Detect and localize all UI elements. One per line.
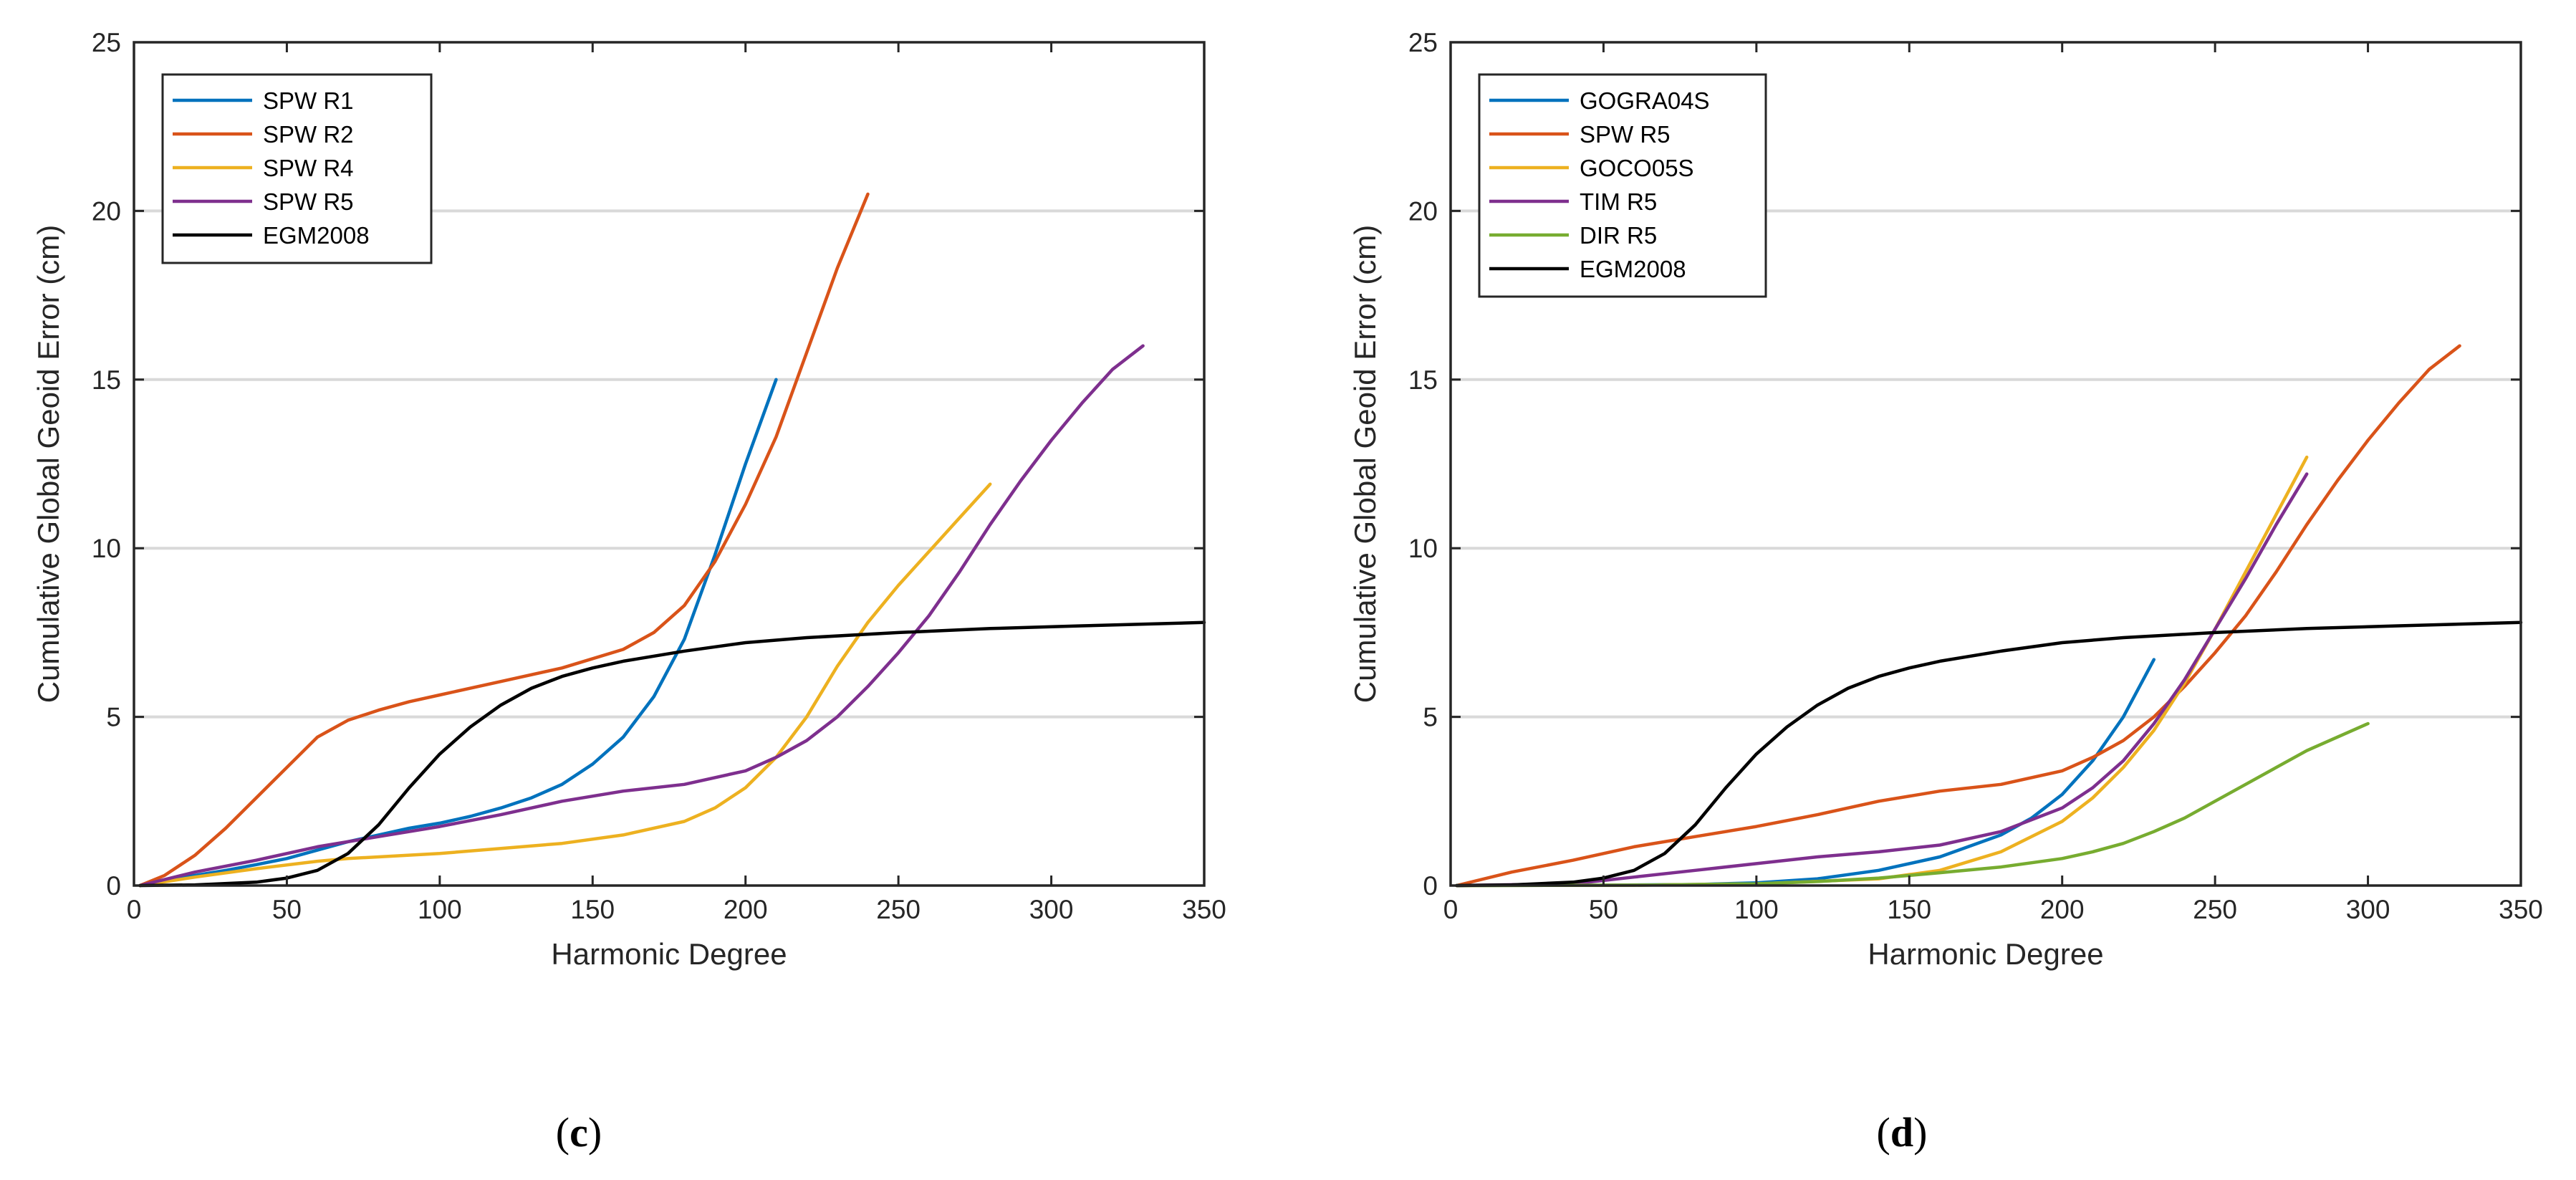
y-tick-label: 25 [92,28,121,57]
x-axis-label: Harmonic Degree [1868,937,2103,971]
y-axis-label: Cumulative Global Geoid Error (cm) [1348,225,1382,704]
legend-entry: TIM R5 [1580,188,1657,215]
legend-entry: GOCO05S [1580,155,1694,181]
legend-entry: SPW R5 [1580,121,1671,148]
legend-entry: SPW R1 [263,87,354,114]
series-line-spw-r2 [138,192,870,888]
y-tick-label: 20 [1408,196,1438,226]
x-tick-label: 100 [418,895,462,924]
x-tick-label: 200 [2040,895,2085,924]
panel-label-letter: c [569,1109,588,1156]
legend: SPW R1 SPW R2 SPW R4 SPW R5 EGM2008 [161,73,433,264]
x-tick-label: 350 [1182,895,1226,924]
series-line-tim-r5 [1455,472,2309,888]
y-tick-label: 0 [106,871,121,901]
series-line-spw-r1 [138,378,778,888]
legend-entry: EGM2008 [1580,256,1686,282]
series-line-egm2008 [138,620,1206,888]
x-tick-label: 50 [272,895,302,924]
y-tick-label: 5 [106,703,121,732]
series-line-spw-r5 [138,344,1145,888]
axes-box [1449,41,2522,887]
chart-c: 0 50 100 150 200 250 300 350 0 5 10 15 20 25 Harmonic … [32,28,1226,1156]
x-tick-label: 350 [2499,895,2543,924]
x-tick-label: 300 [2346,895,2390,924]
y-tick-label: 15 [92,365,121,395]
panel-label: (d) [1877,1109,1928,1156]
axes-box [133,41,1206,887]
chart-d: 0 50 100 150 200 250 300 350 0 5 10 15 20 25 Harmonic … [1348,28,2543,1156]
panel-label-close: ) [588,1109,602,1156]
y-tick-label: 20 [92,196,121,226]
legend-box [1478,73,1767,298]
y-tick-label: 10 [1408,534,1438,563]
y-tick-label: 5 [1423,703,1438,732]
series-line-egm2008 [1455,620,2523,888]
legend-entry: SPW R4 [263,155,354,181]
panel-label-close: ) [1913,1109,1927,1156]
panel-label-letter: d [1890,1109,1913,1156]
x-tick-label: 100 [1734,895,1779,924]
x-tick-label: 50 [1589,895,1618,924]
panel-label-open: ( [1877,1109,1890,1156]
x-tick-label: 150 [1887,895,1931,924]
y-tick-label: 10 [92,534,121,563]
series-line-spw-r4 [138,482,992,888]
legend-entry: DIR R5 [1580,222,1657,249]
legend-entry: SPW R2 [263,121,354,148]
x-axis-label: Harmonic Degree [551,937,787,971]
x-tick-label: 0 [1443,895,1458,924]
y-tick-label: 15 [1408,365,1438,395]
legend: GOGRA04S SPW R5 GOCO05S TIM R5 DIR R5 EGM2008 [1478,73,1767,298]
x-tick-label: 150 [570,895,615,924]
panel-label-open: ( [556,1109,569,1156]
legend-entry: SPW R5 [263,188,354,215]
x-tick-label: 250 [876,895,921,924]
legend-entry: GOGRA04S [1580,87,1710,114]
y-axis-label: Cumulative Global Geoid Error (cm) [32,225,65,704]
x-tick-label: 0 [127,895,142,924]
y-tick-label: 0 [1423,871,1438,901]
series-line-dir-r5 [1455,721,2370,888]
x-tick-label: 200 [724,895,768,924]
y-tick-label: 25 [1408,28,1438,57]
panel-label: (c) [556,1109,602,1156]
x-tick-label: 250 [2193,895,2237,924]
series-line-spw-r5 [1455,344,2461,888]
x-tick-label: 300 [1029,895,1074,924]
legend-entry: EGM2008 [263,222,370,249]
